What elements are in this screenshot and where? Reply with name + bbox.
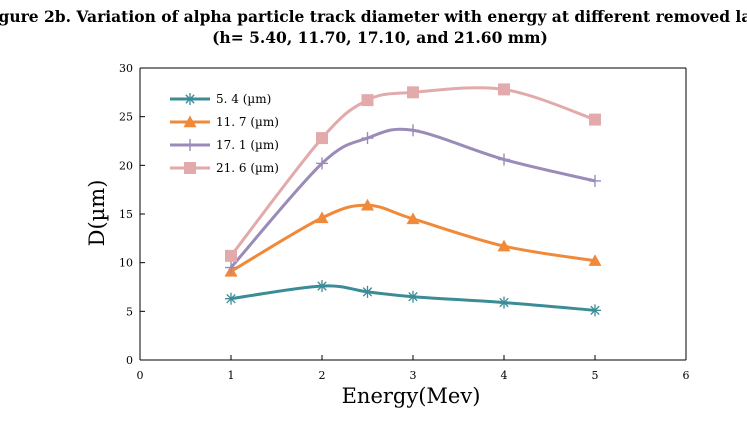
series-line — [230, 203, 596, 273]
y-tick-label: 20 — [119, 159, 133, 172]
y-tick-label: 15 — [119, 208, 133, 221]
data-point-square — [184, 162, 196, 174]
data-point-square — [225, 249, 237, 262]
legend-label: 21. 6 (µm) — [216, 161, 279, 175]
chart-subtitle: (h= 5.40, 11.70, 17.10, and 21.60 mm) — [212, 28, 548, 47]
data-point-plus — [316, 157, 328, 170]
legend-item: 11. 7 (µm) — [170, 115, 279, 129]
data-point-square — [361, 94, 374, 107]
data-point-plus — [184, 139, 196, 151]
legend-item: 17. 1 (µm) — [170, 138, 279, 152]
data-point-triangle — [497, 239, 511, 252]
data-point-asterisk — [589, 304, 601, 317]
axes: 0 5 10 15 20 25 30 0 1 2 3 4 5 6 — [119, 62, 690, 382]
x-tick-label: 2 — [319, 369, 326, 382]
legend-label: 11. 7 (µm) — [216, 115, 279, 129]
legend-item: 21. 6 (µm) — [170, 161, 279, 175]
y-tick-label: 5 — [126, 305, 133, 318]
data-point-plus — [361, 132, 374, 145]
series-line — [230, 284, 596, 312]
series-2 — [224, 198, 602, 277]
y-axis-title: D(µm) — [85, 180, 109, 247]
y-tick-label: 25 — [119, 111, 133, 124]
legend-label: 17. 1 (µm) — [216, 138, 279, 152]
x-tick-label: 0 — [137, 369, 144, 382]
data-point-triangle — [315, 211, 329, 224]
data-point-asterisk — [225, 292, 237, 305]
data-point-square — [589, 113, 601, 126]
data-point-asterisk — [498, 296, 510, 309]
x-tick-label: 6 — [683, 369, 690, 382]
data-point-asterisk — [361, 285, 374, 298]
data-point-triangle — [406, 212, 420, 225]
series-4 — [225, 83, 601, 262]
data-point-plus — [407, 124, 419, 137]
data-point-square — [316, 132, 328, 145]
data-point-plus — [225, 261, 237, 274]
data-point-asterisk — [184, 93, 196, 105]
y-tick-label: 30 — [119, 62, 133, 75]
data-point-square — [498, 83, 510, 96]
series-3 — [225, 124, 601, 274]
data-point-plus — [589, 174, 601, 187]
x-tick-label: 1 — [228, 369, 235, 382]
y-tick-label: 0 — [126, 354, 133, 367]
y-tick-label: 10 — [119, 257, 133, 270]
x-axis-title: Energy(Mev) — [342, 384, 481, 408]
data-point-asterisk — [316, 280, 328, 293]
x-tick-label: 3 — [410, 369, 417, 382]
data-point-triangle — [183, 115, 197, 128]
plot-series — [224, 83, 602, 317]
legend: 5. 4 (µm) 11. 7 (µm) 17. 1 (µm) 21. 6 (µm) — [170, 92, 279, 175]
data-point-triangle — [588, 254, 602, 266]
chart-title: Figure 2b. Variation of alpha particle t… — [0, 7, 747, 26]
data-point-asterisk — [407, 290, 419, 303]
series-line — [229, 86, 596, 257]
x-tick-label: 5 — [592, 369, 599, 382]
legend-item: 5. 4 (µm) — [170, 92, 271, 106]
series-line — [229, 127, 596, 269]
data-point-plus — [498, 153, 510, 166]
series-1 — [225, 280, 601, 317]
data-point-triangle — [361, 198, 374, 211]
legend-label: 5. 4 (µm) — [216, 92, 271, 106]
data-point-square — [407, 86, 419, 99]
x-tick-label: 4 — [501, 369, 508, 382]
